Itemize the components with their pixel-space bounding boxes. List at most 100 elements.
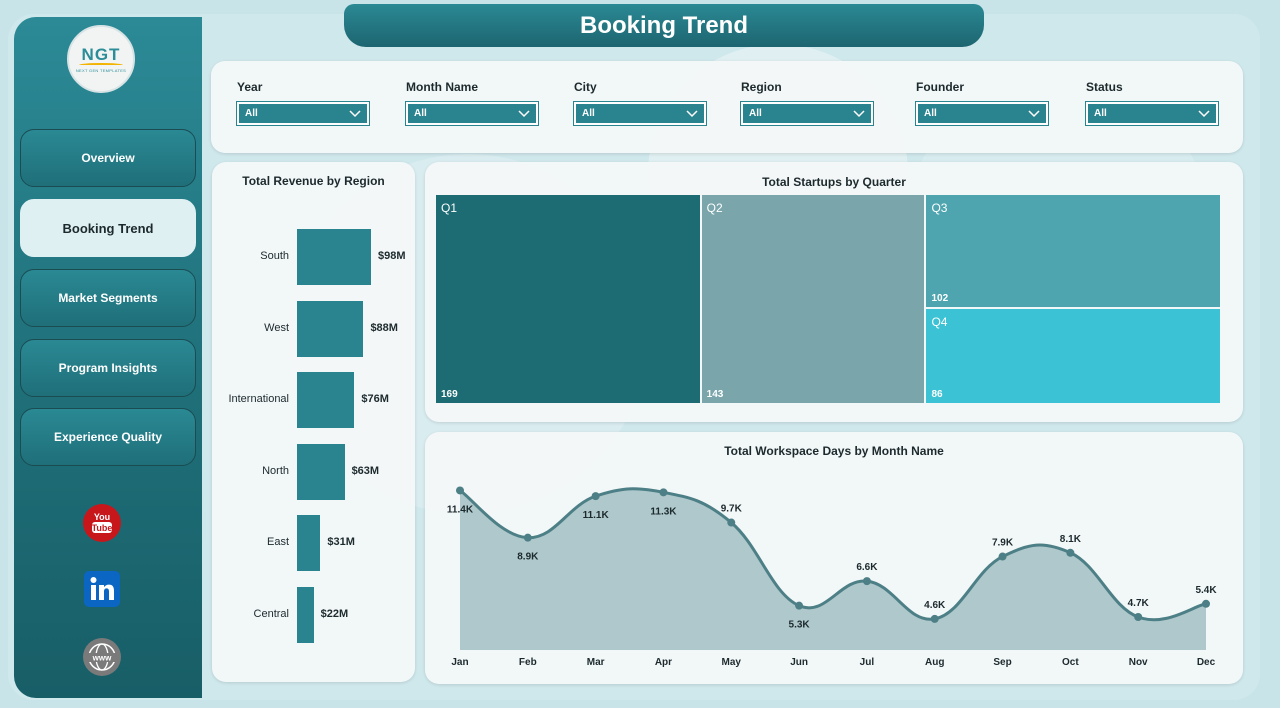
x-tick-label: May: [722, 657, 742, 668]
region-dropdown[interactable]: All: [740, 101, 874, 126]
bar-data-label: $88M: [370, 321, 398, 334]
bar-data-label: $76M: [361, 393, 389, 405]
chevron-down-icon: [853, 109, 865, 117]
nav-market-segments-button[interactable]: Market Segments: [20, 269, 196, 327]
data-label: 11.1K: [583, 510, 610, 521]
bar-category-label: North: [262, 464, 289, 477]
bar-category-label: East: [266, 536, 289, 548]
x-tick-label: Apr: [655, 657, 672, 668]
treemap-tile-q2[interactable]: Q2 143: [701, 195, 925, 403]
filter-status: Status All: [1085, 80, 1219, 126]
x-tick-label: Sep: [993, 657, 1011, 668]
workspace-days-panel: Total Workspace Days by Month Name 11.4K…: [425, 432, 1243, 684]
youtube-label-bottom: Tube: [92, 523, 113, 533]
data-point-oct[interactable]: [1066, 548, 1075, 557]
bar-data-label: $98M: [378, 250, 406, 262]
x-tick-label: Aug: [925, 657, 944, 668]
dropdown-value: All: [245, 108, 258, 119]
nav-program-insights-button[interactable]: Program Insights: [20, 339, 196, 397]
treemap-tile-value: 143: [706, 389, 724, 400]
website-icon[interactable]: www: [82, 637, 122, 677]
filter-panel: [211, 61, 1243, 153]
filter-year: Year All: [236, 80, 370, 126]
data-label: 8.9K: [517, 552, 539, 563]
area-fill: [460, 488, 1206, 650]
website-label: www: [92, 654, 112, 663]
x-tick-label: Feb: [519, 657, 537, 668]
data-point-mar[interactable]: [591, 492, 600, 501]
treemap-tile-value: 169: [441, 389, 458, 400]
month-dropdown[interactable]: All: [405, 101, 539, 126]
treemap-tile-q3[interactable]: Q3 102: [926, 195, 1220, 307]
filter-month: Month Name All: [405, 80, 539, 126]
chart-title: Total Revenue by Region: [242, 174, 385, 188]
logo-subtext: NEXT GEN TEMPLATES: [75, 68, 127, 73]
dropdown-value: All: [414, 108, 427, 119]
area-chart: 11.4K Jan 8.9K Feb 11.1K Mar 11.3K Apr 9.7K May 5.…: [447, 486, 1217, 668]
startups-by-quarter-panel: Total Startups by Quarter Q1 169 Q2 143 Q3 10…: [425, 162, 1243, 422]
x-tick-label: Jan: [451, 657, 468, 668]
x-tick-label: Jul: [860, 657, 875, 668]
bar-international[interactable]: [297, 372, 355, 428]
linkedin-icon[interactable]: [82, 569, 122, 609]
treemap-tile-label: Q3: [931, 201, 948, 215]
data-point-nov[interactable]: [1134, 613, 1143, 621]
youtube-icon[interactable]: You Tube: [82, 503, 122, 543]
filter-label: Year: [237, 80, 263, 94]
youtube-label-top: You: [94, 512, 110, 522]
dropdown-value: All: [924, 108, 937, 119]
data-point-apr[interactable]: [659, 488, 668, 497]
data-point-jul[interactable]: [862, 577, 871, 586]
filter-label: Founder: [916, 80, 964, 94]
bar-category-label: West: [264, 321, 289, 334]
data-point-aug[interactable]: [930, 614, 939, 623]
chart-title: Total Startups by Quarter: [762, 175, 906, 189]
status-dropdown[interactable]: All: [1085, 101, 1219, 126]
data-point-dec[interactable]: [1202, 599, 1210, 608]
treemap-tile-q4[interactable]: Q4 86: [926, 308, 1220, 403]
bar-category-label: International: [228, 393, 289, 405]
year-dropdown[interactable]: All: [236, 101, 370, 126]
bar-east[interactable]: [297, 515, 321, 571]
nav-experience-quality-button[interactable]: Experience Quality: [20, 408, 196, 466]
data-point-jan[interactable]: [456, 486, 464, 495]
filter-founder: Founder All: [915, 80, 1049, 126]
data-label: 4.6K: [924, 600, 946, 611]
dropdown-value: All: [749, 108, 762, 119]
treemap-tile-q1[interactable]: Q1 169: [436, 195, 700, 403]
chart-title: Total Workspace Days by Month Name: [724, 444, 944, 458]
page-title: Booking Trend: [344, 4, 984, 47]
data-point-feb[interactable]: [523, 533, 532, 542]
bar-central[interactable]: [297, 586, 314, 643]
data-point-jun[interactable]: [795, 601, 804, 610]
revenue-by-region-panel: Total Revenue by Region South $98M West $88…: [212, 162, 415, 682]
data-label: 11.4K: [447, 504, 474, 515]
nav-booking-trend-button[interactable]: Booking Trend: [20, 199, 196, 257]
filter-label: City: [574, 80, 597, 94]
dropdown-value: All: [582, 108, 595, 119]
treemap-tile-label: Q2: [706, 201, 723, 215]
bar-category-label: South: [260, 250, 289, 262]
bar-south[interactable]: [297, 229, 371, 285]
nav-overview-button[interactable]: Overview: [20, 129, 196, 187]
filter-city: City All: [573, 80, 707, 126]
data-point-may[interactable]: [727, 518, 736, 527]
chevron-down-icon: [349, 109, 361, 117]
filter-label: Month Name: [406, 80, 478, 94]
bar-west[interactable]: [297, 300, 364, 357]
founder-dropdown[interactable]: All: [915, 101, 1049, 126]
bar-north[interactable]: [297, 443, 345, 500]
bar-data-label: $31M: [327, 536, 355, 548]
treemap-tile-label: Q4: [931, 314, 948, 329]
sidebar: NGT NEXT GEN TEMPLATES Overview Booking …: [14, 17, 202, 698]
treemap-tile-label: Q1: [441, 201, 458, 215]
data-point-sep[interactable]: [998, 552, 1007, 561]
city-dropdown[interactable]: All: [573, 101, 707, 126]
bar-category-label: Central: [253, 607, 289, 620]
data-label: 4.7K: [1128, 598, 1150, 609]
filter-label: Region: [741, 80, 782, 94]
x-tick-label: Oct: [1062, 657, 1079, 668]
logo-swoosh-icon: [79, 63, 123, 67]
data-label: 9.7K: [721, 504, 743, 515]
treemap-tile-value: 102: [931, 292, 949, 304]
